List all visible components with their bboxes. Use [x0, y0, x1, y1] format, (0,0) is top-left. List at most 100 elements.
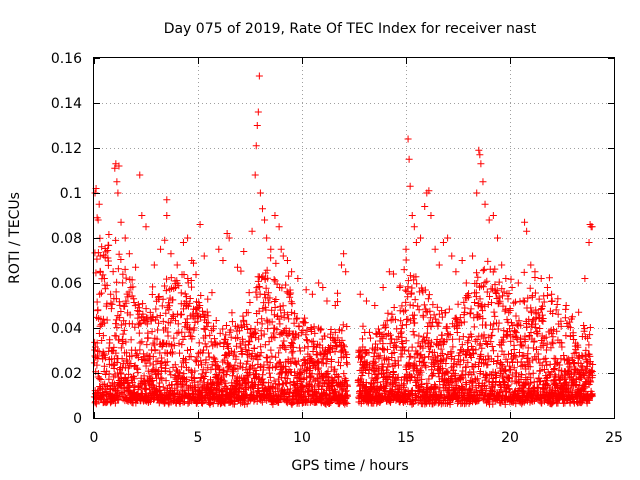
data-point [421, 203, 429, 210]
data-point [523, 227, 531, 235]
data-point [417, 351, 425, 359]
data-point [158, 302, 166, 310]
data-point [482, 340, 490, 348]
data-point [340, 250, 348, 258]
data-point [449, 335, 457, 343]
data-point [379, 284, 387, 291]
data-point [94, 249, 102, 257]
data-point [343, 360, 351, 368]
data-point [153, 313, 161, 321]
data-point [379, 340, 387, 348]
data-point [510, 345, 518, 353]
data-point [222, 331, 230, 339]
data-point [487, 321, 495, 329]
data-point [534, 330, 542, 338]
data-point [419, 344, 427, 352]
data-point [376, 352, 384, 360]
data-point [212, 316, 220, 324]
data-point [501, 387, 509, 395]
data-point [178, 328, 186, 336]
data-point [219, 325, 227, 333]
data-point [166, 319, 174, 327]
data-point [291, 310, 299, 318]
data-point [207, 338, 215, 346]
data-point [167, 274, 175, 282]
x-tick-label: 10 [293, 430, 311, 446]
data-point [525, 370, 533, 378]
data-point [108, 300, 116, 308]
data-point [490, 308, 498, 316]
data-point [513, 320, 521, 328]
data-point [162, 361, 170, 369]
y-tick-label: 0.14 [51, 96, 82, 112]
data-point [112, 349, 120, 357]
data-point [491, 312, 499, 320]
data-point [519, 297, 527, 305]
data-point [400, 266, 408, 274]
data-point [122, 338, 130, 346]
data-point [365, 328, 373, 336]
data-point [290, 335, 298, 343]
data-point [482, 356, 490, 364]
data-point [401, 306, 409, 314]
data-point [158, 375, 166, 383]
data-point [575, 308, 583, 316]
data-point [358, 372, 366, 380]
data-point [161, 236, 169, 244]
data-point [116, 314, 124, 322]
data-point [173, 386, 181, 394]
data-point [178, 363, 186, 371]
data-point [315, 381, 323, 389]
data-point [142, 223, 150, 231]
data-point [430, 311, 438, 319]
data-point [196, 221, 204, 228]
data-point [421, 286, 429, 294]
data-point [466, 387, 474, 395]
data-point [142, 318, 150, 326]
data-point [586, 331, 594, 339]
data-point [113, 278, 121, 286]
data-point [129, 379, 137, 387]
data-point [411, 319, 419, 327]
data-point [409, 328, 417, 336]
data-point [476, 295, 484, 303]
data-point [231, 398, 239, 406]
data-point [330, 337, 338, 345]
data-point [134, 307, 142, 315]
data-point [201, 340, 209, 348]
data-point [271, 212, 279, 219]
data-point [383, 317, 391, 325]
data-point [342, 376, 350, 384]
data-point [159, 295, 167, 303]
data-point [252, 288, 260, 296]
data-point [97, 321, 105, 329]
data-point [334, 372, 342, 380]
data-point [362, 383, 370, 391]
data-point [276, 320, 284, 328]
data-point [301, 319, 309, 327]
data-point [508, 284, 516, 291]
data-point [125, 250, 133, 258]
data-point [308, 338, 316, 346]
data-point [520, 268, 528, 276]
data-point [422, 363, 430, 371]
data-point [386, 331, 394, 339]
data-point [258, 205, 266, 213]
data-point [91, 346, 99, 354]
data-point [308, 290, 316, 298]
data-point [265, 379, 273, 387]
data-point [261, 290, 269, 298]
data-point [523, 323, 531, 331]
data-point [149, 353, 157, 361]
data-point [288, 340, 296, 348]
data-point [545, 274, 553, 282]
data-point [261, 341, 269, 349]
data-point [180, 271, 188, 279]
data-point [112, 332, 120, 340]
data-point [209, 325, 217, 333]
data-point [115, 162, 123, 170]
data-point [184, 321, 192, 329]
data-point [285, 329, 293, 337]
y-tick-label: 0.08 [51, 231, 82, 247]
